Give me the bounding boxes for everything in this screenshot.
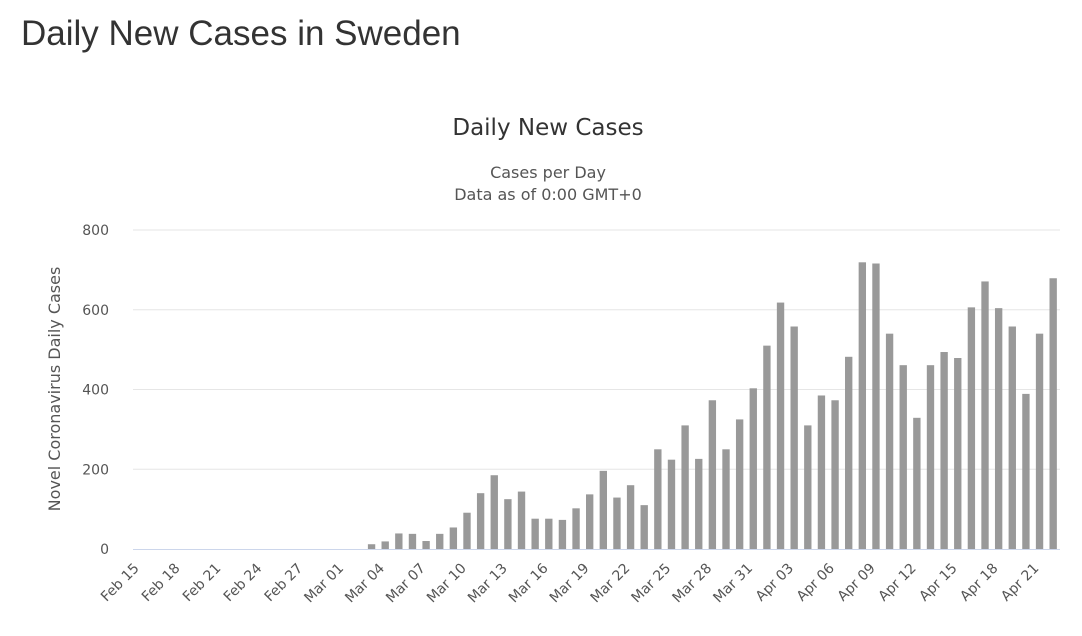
bar-mar-15 xyxy=(531,518,539,549)
bar-mar-12 xyxy=(490,475,498,549)
bar-apr-14 xyxy=(940,352,948,549)
x-tick-label: Mar 19 xyxy=(547,561,593,607)
x-tick-label: Feb 15 xyxy=(98,561,143,606)
bar-mar-29 xyxy=(722,449,730,549)
bar-apr-20 xyxy=(1022,393,1030,549)
bar-mar-30 xyxy=(735,419,744,549)
bar-apr-21 xyxy=(1035,333,1044,549)
bar-apr-10 xyxy=(885,333,894,549)
bar-mar-19 xyxy=(586,494,594,549)
x-tick-label: Apr 15 xyxy=(916,561,960,605)
bar-mar-24 xyxy=(654,449,662,549)
bar-apr-01 xyxy=(763,345,771,549)
x-tick-label: Feb 21 xyxy=(180,561,225,606)
bar-mar-25 xyxy=(667,459,676,549)
bar-mar-16 xyxy=(545,518,553,549)
bar-mar-31 xyxy=(749,388,757,549)
bar-mar-04 xyxy=(381,541,389,549)
bar-mar-10 xyxy=(463,512,471,549)
bars xyxy=(367,262,1057,549)
bar-apr-02 xyxy=(776,302,785,549)
x-tick-label: Feb 24 xyxy=(221,560,266,605)
bar-mar-11 xyxy=(476,493,485,549)
y-tick-label: 0 xyxy=(100,542,109,558)
x-tick-label: Mar 10 xyxy=(424,561,470,607)
x-tick-label: Mar 01 xyxy=(301,561,347,607)
x-tick-label: Mar 25 xyxy=(629,561,675,607)
y-gridlines xyxy=(133,229,1060,550)
bar-apr-19 xyxy=(1008,326,1016,549)
y-axis-title: Novel Coronavirus Daily Cases xyxy=(45,267,64,512)
y-tick-labels: 0 200 400 600 800 xyxy=(82,223,109,558)
bar-mar-22 xyxy=(626,485,635,549)
bar-apr-07 xyxy=(845,356,853,549)
page-heading: Daily New Cases in Sweden xyxy=(21,14,461,53)
bar-apr-11 xyxy=(899,365,907,549)
x-tick-label: Mar 22 xyxy=(588,561,634,607)
chart-subtitle-line-2: Data as of 0:00 GMT+0 xyxy=(454,185,642,204)
bar-mar-27 xyxy=(695,458,703,549)
bar-mar-03 xyxy=(367,544,376,549)
x-tick-label: Mar 07 xyxy=(383,561,429,607)
y-tick-label: 800 xyxy=(82,223,109,239)
bar-mar-18 xyxy=(572,508,580,549)
bar-apr-17 xyxy=(981,281,989,549)
x-tick-label: Mar 13 xyxy=(465,561,511,607)
y-tick-label: 400 xyxy=(82,383,109,399)
x-tick-label: Feb 18 xyxy=(139,561,184,606)
chart-title: Daily New Cases xyxy=(452,115,643,141)
bar-mar-28 xyxy=(708,400,717,549)
x-tick-label: Mar 04 xyxy=(342,560,388,606)
bar-apr-04 xyxy=(804,425,812,549)
bar-apr-15 xyxy=(954,358,962,549)
bar-apr-06 xyxy=(831,400,839,549)
bar-mar-20 xyxy=(599,470,607,549)
bar-mar-08 xyxy=(436,533,444,549)
bar-mar-13 xyxy=(504,499,512,549)
bar-mar-21 xyxy=(613,497,621,549)
y-tick-label: 600 xyxy=(82,303,109,319)
bar-apr-08 xyxy=(858,262,867,549)
x-tick-label: Apr 12 xyxy=(876,561,920,605)
bar-mar-07 xyxy=(422,541,430,549)
x-tick-label: Feb 27 xyxy=(262,561,307,606)
y-tick-label: 200 xyxy=(82,462,109,478)
x-tick-label: Apr 09 xyxy=(835,561,879,605)
bar-mar-26 xyxy=(681,425,689,549)
bar-mar-17 xyxy=(558,519,567,549)
x-tick-label: Mar 28 xyxy=(669,561,715,607)
x-tick-label: Apr 06 xyxy=(794,560,838,604)
bar-mar-09 xyxy=(449,527,458,549)
x-tick-label: Apr 03 xyxy=(753,561,797,605)
bar-apr-18 xyxy=(994,308,1003,549)
bar-apr-05 xyxy=(817,395,826,549)
bar-apr-16 xyxy=(967,307,976,549)
x-tick-label: Apr 18 xyxy=(957,561,1001,605)
bar-mar-23 xyxy=(640,505,648,549)
bar-mar-05 xyxy=(395,533,403,549)
bar-apr-13 xyxy=(926,365,935,549)
bar-apr-09 xyxy=(872,263,880,549)
bar-apr-12 xyxy=(913,417,921,549)
bar-apr-22 xyxy=(1049,278,1057,549)
bar-apr-03 xyxy=(790,326,798,549)
bar-mar-14 xyxy=(517,491,526,549)
x-tick-label: Mar 31 xyxy=(710,561,756,607)
bar-mar-06 xyxy=(408,533,417,549)
x-tick-label: Apr 21 xyxy=(998,561,1042,605)
chart-subtitle-line-1: Cases per Day xyxy=(490,163,606,182)
x-tick-label: Mar 16 xyxy=(506,560,552,606)
